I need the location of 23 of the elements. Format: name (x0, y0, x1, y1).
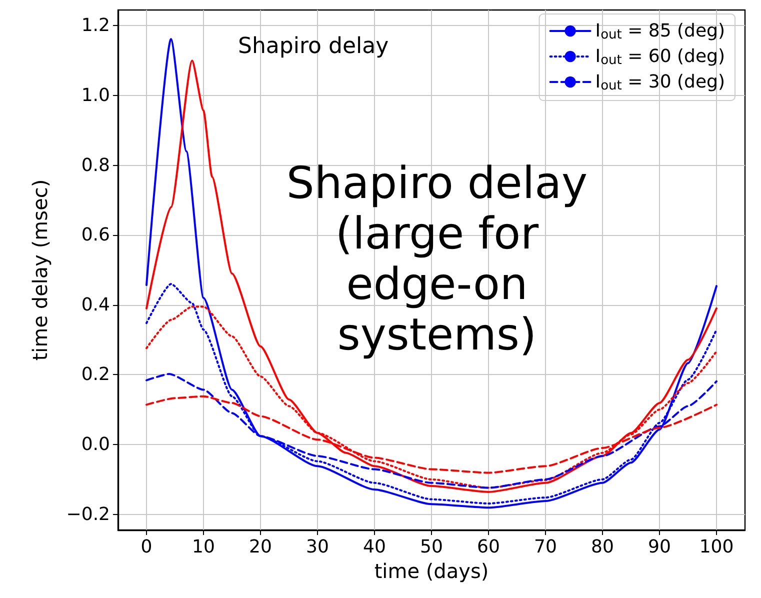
x-tick-label: 80 (591, 536, 614, 558)
x-tick-label: 20 (249, 536, 272, 558)
y-tick-label: 0.2 (81, 364, 110, 386)
y-axis-title: time delay (msec) (28, 179, 52, 361)
y-tick-label: 0.8 (81, 154, 110, 176)
annotation: Shapiro delay (large for edge-on systems) (286, 158, 588, 361)
x-tick-label: 60 (477, 536, 500, 558)
y-tick-label: −0.2 (66, 504, 110, 525)
annotation: Shapiro delay (238, 34, 389, 60)
x-tick-label: 30 (306, 536, 329, 558)
x-tick-label: 10 (192, 536, 215, 558)
x-axis-title: time (days) (374, 558, 489, 583)
x-tick-label: 100 (699, 536, 734, 558)
x-tick-label: 40 (363, 536, 386, 558)
x-tick-label: 90 (648, 536, 671, 558)
y-tick-label: 0.0 (81, 434, 110, 455)
y-tick-label: 1.0 (81, 85, 110, 106)
x-tick-label: 0 (140, 536, 152, 558)
y-tick-label: 0.6 (81, 224, 110, 246)
y-tick-label: 1.2 (81, 15, 110, 36)
x-tick-label: 50 (420, 536, 443, 558)
x-tick-label: 70 (534, 536, 557, 558)
y-tick-label: 0.4 (81, 294, 110, 316)
